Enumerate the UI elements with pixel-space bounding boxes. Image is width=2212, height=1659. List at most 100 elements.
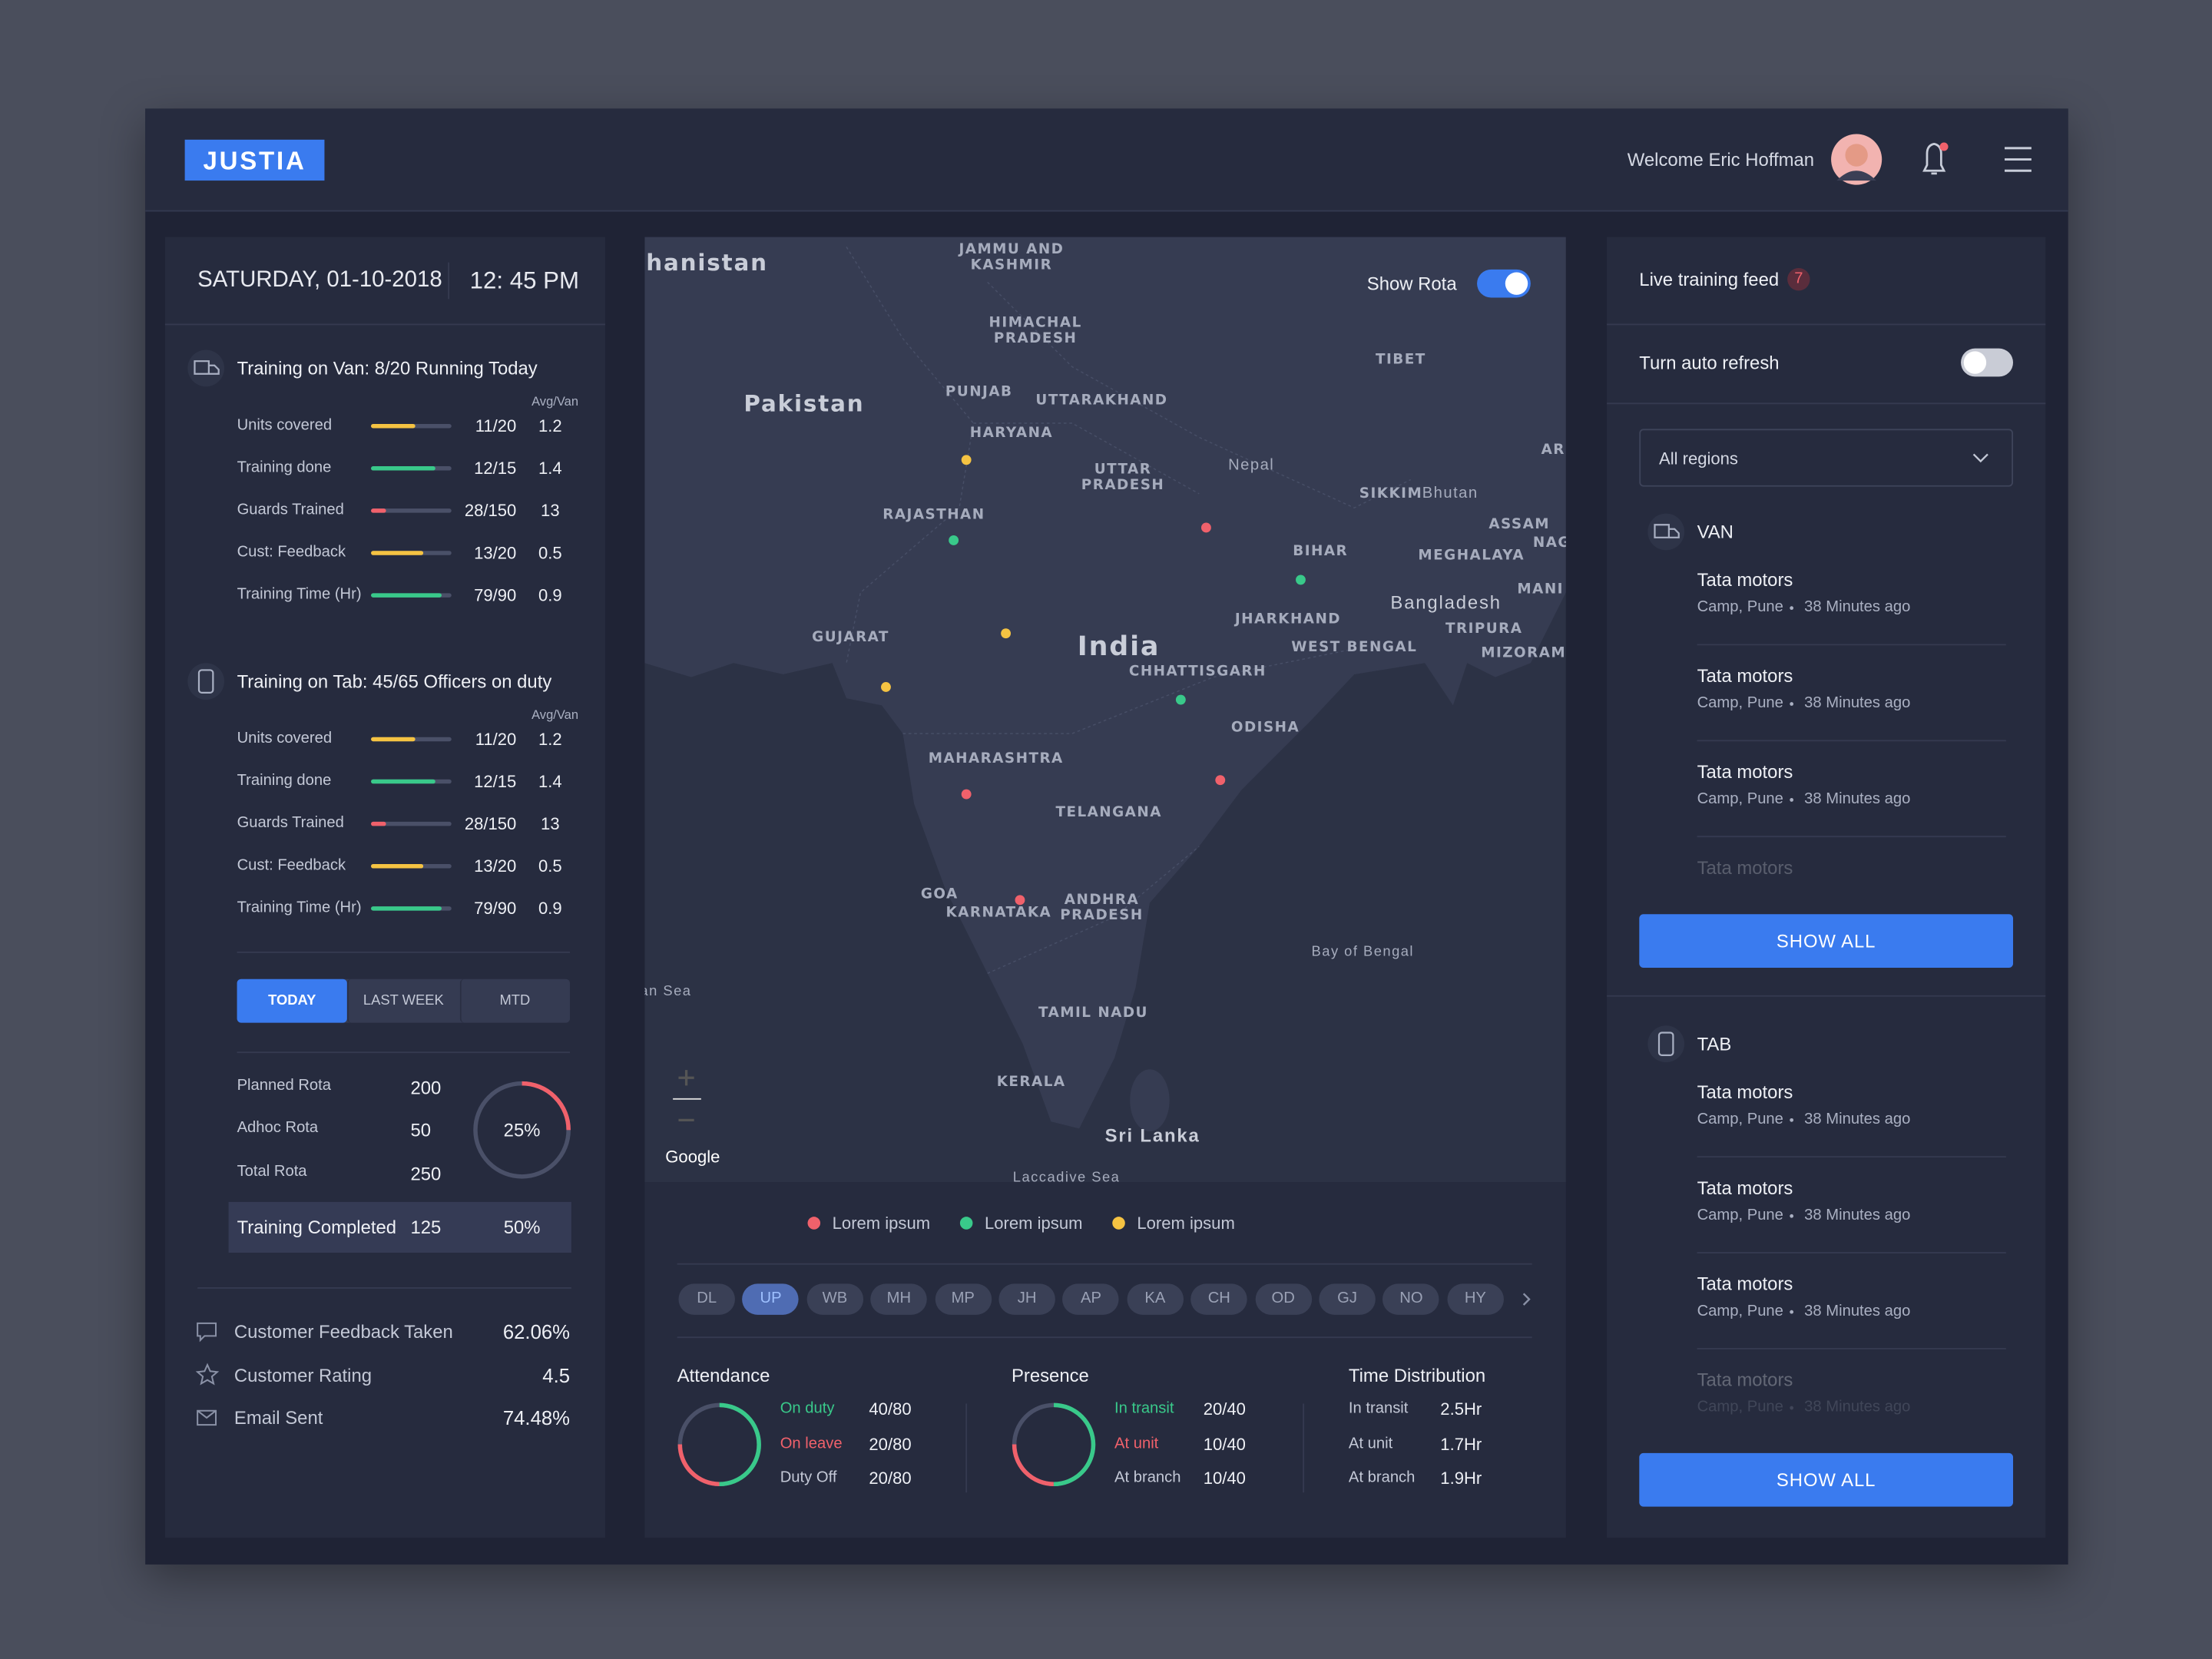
state-chip-label[interactable]: NO bbox=[1399, 1290, 1423, 1307]
metric-avg: 0.9 bbox=[538, 585, 562, 605]
section-title: Training on Van: 8/20 Running Today bbox=[237, 357, 538, 379]
rota-label: Adhoc Rota bbox=[237, 1119, 319, 1137]
metric-label: Training Time (Hr) bbox=[237, 586, 362, 604]
show-all-label[interactable]: SHOW ALL bbox=[1776, 930, 1876, 952]
state-chip[interactable] bbox=[678, 1283, 735, 1315]
feed-item-time: 38 Minutes ago bbox=[1804, 694, 1911, 712]
state-chip-label[interactable]: JH bbox=[1017, 1290, 1037, 1307]
feed-item-title: Tata motors bbox=[1697, 1369, 1793, 1391]
state-chip[interactable] bbox=[742, 1283, 800, 1315]
stat-value: 62.06% bbox=[502, 1320, 571, 1343]
metric-label: Training done bbox=[237, 459, 332, 476]
feed-item-place: Camp, Pune bbox=[1697, 1399, 1783, 1416]
metric-label: Cust: Feedback bbox=[237, 544, 346, 561]
feed-card bbox=[1607, 237, 2046, 1538]
date: SATURDAY, 01-10-2018 bbox=[197, 267, 442, 293]
period-tab[interactable] bbox=[346, 979, 460, 1023]
panel-label: On duty bbox=[780, 1399, 835, 1418]
legend-label: Lorem ipsum bbox=[832, 1213, 931, 1233]
state-chip[interactable] bbox=[1190, 1283, 1248, 1315]
period-tab[interactable] bbox=[237, 979, 347, 1023]
period-tab-label[interactable]: TODAY bbox=[268, 993, 316, 1009]
metric-label: Units covered bbox=[237, 730, 333, 747]
logo bbox=[184, 139, 325, 181]
feed-item-time: 38 Minutes ago bbox=[1804, 1111, 1911, 1128]
auto-refresh-label: Turn auto refresh bbox=[1639, 352, 1780, 373]
metric-label: Cust: Feedback bbox=[237, 856, 346, 874]
state-chip-label[interactable]: CH bbox=[1207, 1290, 1230, 1307]
rota-value: 200 bbox=[410, 1077, 442, 1098]
avg-label: Avg/Van bbox=[531, 707, 579, 722]
feed-item-title: Tata motors bbox=[1697, 1177, 1793, 1199]
metric-value: 28/150 bbox=[464, 813, 517, 834]
show-all-label[interactable]: SHOW ALL bbox=[1776, 1469, 1876, 1491]
state-chip[interactable] bbox=[1127, 1283, 1184, 1315]
state-chip[interactable] bbox=[998, 1283, 1055, 1315]
metric-avg: 13 bbox=[541, 813, 560, 834]
feed-item-title: Tata motors bbox=[1697, 856, 1793, 879]
period-tab-label[interactable]: MTD bbox=[499, 993, 531, 1009]
feed-item-title: Tata motors bbox=[1697, 1081, 1793, 1103]
panel-title: Presence bbox=[1011, 1365, 1089, 1386]
metric-avg: 0.5 bbox=[538, 543, 562, 563]
state-chip[interactable] bbox=[935, 1283, 992, 1315]
state-chip-label[interactable]: MP bbox=[951, 1290, 975, 1307]
region-dropdown[interactable] bbox=[1639, 429, 2014, 487]
rota-label: Planned Rota bbox=[237, 1077, 332, 1094]
completed-percent: 50% bbox=[503, 1217, 541, 1238]
state-chip-label[interactable]: KA bbox=[1144, 1290, 1166, 1307]
stat-label: Customer Rating bbox=[233, 1364, 373, 1386]
rota-value: 250 bbox=[410, 1163, 442, 1184]
panel-value: 40/80 bbox=[869, 1399, 912, 1419]
feed-item-time: 38 Minutes ago bbox=[1804, 790, 1911, 808]
feed-item-place: Camp, Pune bbox=[1697, 694, 1783, 712]
show-rota-label: Show Rota bbox=[1366, 273, 1457, 294]
metric-avg: 0.9 bbox=[538, 899, 562, 919]
show-all-button[interactable] bbox=[1639, 1452, 2014, 1507]
metric-value: 11/20 bbox=[475, 416, 517, 436]
state-chip-label[interactable]: MH bbox=[886, 1290, 912, 1307]
region-label[interactable]: All regions bbox=[1659, 449, 1738, 469]
rota-label: Total Rota bbox=[237, 1163, 307, 1181]
feed-item-place: Camp, Pune bbox=[1697, 1303, 1783, 1320]
state-chip[interactable] bbox=[1447, 1283, 1504, 1315]
state-chip[interactable] bbox=[1254, 1283, 1312, 1315]
state-chip[interactable] bbox=[806, 1283, 863, 1315]
zoom-control[interactable] bbox=[668, 1061, 706, 1137]
metric-avg: 13 bbox=[541, 501, 560, 521]
state-chip[interactable] bbox=[1062, 1283, 1120, 1315]
panel-value: 2.5Hr bbox=[1440, 1399, 1482, 1419]
panel-value: 10/40 bbox=[1203, 1434, 1246, 1454]
state-chip[interactable] bbox=[870, 1283, 928, 1315]
feed-item-title: Tata motors bbox=[1697, 569, 1793, 591]
state-chip-label[interactable]: WB bbox=[822, 1290, 848, 1307]
group-name: TAB bbox=[1697, 1033, 1732, 1055]
state-chip-label[interactable]: DL bbox=[697, 1290, 717, 1307]
completed-value: 125 bbox=[410, 1217, 442, 1238]
state-chip[interactable] bbox=[1382, 1283, 1440, 1315]
metric-value: 13/20 bbox=[474, 543, 517, 563]
metric-avg: 1.4 bbox=[538, 458, 562, 478]
panel-value: 1.7Hr bbox=[1440, 1434, 1482, 1454]
period-tab[interactable] bbox=[459, 979, 570, 1023]
state-chip[interactable] bbox=[1319, 1283, 1376, 1315]
logo-text: JUSTIA bbox=[203, 147, 306, 175]
state-chip-label[interactable]: OD bbox=[1271, 1290, 1295, 1307]
panel-label: At branch bbox=[1348, 1469, 1416, 1487]
completed-row bbox=[228, 1201, 571, 1253]
feed-title: Live training feed bbox=[1639, 268, 1780, 290]
panel-value: 10/40 bbox=[1203, 1469, 1246, 1488]
state-chip-label[interactable]: HY bbox=[1464, 1290, 1486, 1307]
panel-label: At unit bbox=[1114, 1434, 1159, 1452]
map-attribution: Google bbox=[665, 1147, 720, 1167]
feed-item-time: 38 Minutes ago bbox=[1804, 1207, 1911, 1224]
state-chip-label[interactable]: AP bbox=[1081, 1290, 1102, 1307]
feed-item-title: Tata motors bbox=[1697, 665, 1793, 687]
state-chip-label[interactable]: GJ bbox=[1337, 1290, 1357, 1307]
legend-label: Lorem ipsum bbox=[985, 1213, 1083, 1233]
period-tab-label[interactable]: LAST WEEK bbox=[363, 993, 444, 1009]
metric-avg: 1.2 bbox=[538, 416, 562, 436]
state-chip-label[interactable]: UP bbox=[760, 1290, 782, 1307]
show-all-button[interactable] bbox=[1639, 914, 2014, 969]
